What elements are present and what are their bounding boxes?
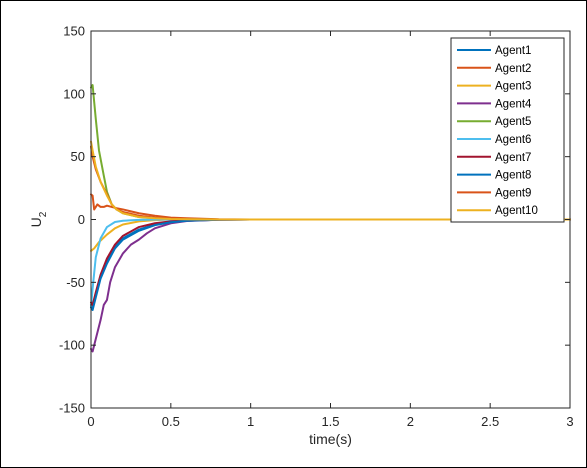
y-axis-label: U2 [28,211,49,227]
y-tick-label: 150 [63,24,85,39]
legend-label: Agent2 [495,63,531,75]
legend-label: Agent3 [495,81,531,93]
x-tick-label: 2 [407,414,414,429]
legend-label: Agent8 [495,170,531,182]
x-tick-label: 2.5 [481,414,499,429]
y-axis-label-subscript: 2 [38,211,49,217]
x-tick-label: 1.5 [321,414,339,429]
series-line-agent10 [90,140,571,221]
y-tick-label: 50 [71,149,85,164]
y-tick-label: -100 [59,338,85,353]
legend: Agent1 Agent2 Agent3 Agent4 Agent5 Agent6 Agen… [450,37,565,223]
axes-layer: 0 0.5 1 1.5 2 2.5 3 -150 -100 -50 0 50 100 150 [59,24,574,430]
y-tick-label: 0 [78,212,85,227]
series-layer [90,84,571,353]
x-tick-label: 3 [566,414,573,429]
x-tick-label: 1 [247,414,254,429]
y-axis-label-main: U [28,217,44,227]
legend-label: Agent6 [495,134,531,146]
x-tick-label: 0.5 [162,414,180,429]
y-tick-label: 100 [63,86,85,101]
x-axis-label: time(s) [309,431,352,447]
legend-label: Agent4 [495,98,532,110]
x-tick-label: 0 [87,414,94,429]
y-tick-label: -150 [59,401,85,416]
y-tick-label: -50 [66,275,85,290]
legend-label: Agent9 [495,187,531,199]
legend-label: Agent10 [495,205,538,217]
legend-label: Agent1 [495,45,531,57]
legend-label: Agent5 [495,116,531,128]
legend-label: Agent7 [495,152,531,164]
